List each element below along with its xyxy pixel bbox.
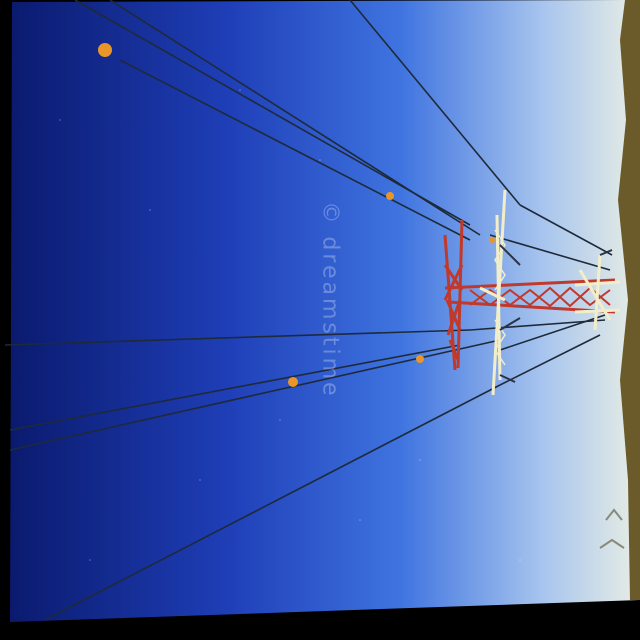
marker-ball bbox=[416, 355, 424, 363]
marker-ball bbox=[386, 192, 394, 200]
marker-ball bbox=[98, 43, 112, 57]
transmission-tower bbox=[443, 189, 621, 396]
photo-noise bbox=[59, 89, 521, 561]
ground-vegetation bbox=[618, 0, 640, 600]
marker-ball bbox=[288, 377, 298, 387]
power-lines bbox=[4, 0, 613, 621]
marker-ball bbox=[489, 237, 495, 243]
distant-towers bbox=[599, 508, 625, 549]
marker-balls bbox=[98, 43, 495, 387]
sky bbox=[10, 0, 640, 622]
